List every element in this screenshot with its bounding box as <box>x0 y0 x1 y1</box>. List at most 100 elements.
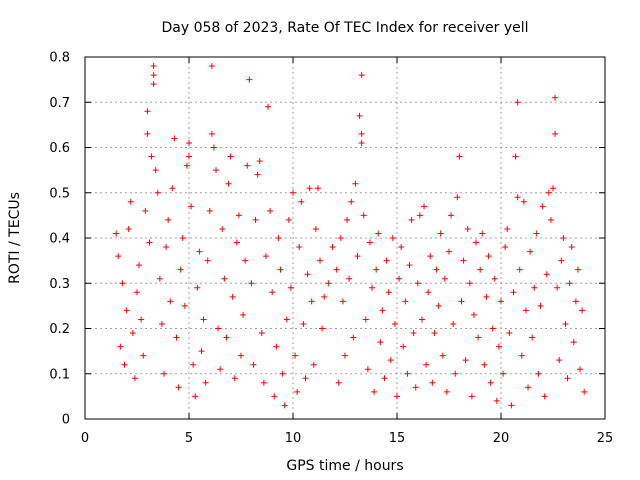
x-tick-label: 5 <box>185 431 193 446</box>
data-point-marker <box>146 239 153 246</box>
data-point-marker <box>206 207 213 214</box>
data-point-marker <box>389 235 396 241</box>
data-point-marker <box>325 280 332 287</box>
x-axis-label: GPS time / hours <box>286 458 403 474</box>
data-point-marker <box>285 216 292 223</box>
data-point-marker <box>381 375 388 382</box>
x-tick-label: 20 <box>493 431 510 446</box>
data-point-marker <box>431 330 438 337</box>
data-point-marker <box>568 244 575 251</box>
data-point-marker <box>362 316 369 323</box>
data-point-marker <box>408 216 415 223</box>
y-tick-label: 0.8 <box>49 51 70 66</box>
data-point-marker <box>504 225 511 232</box>
data-point-marker <box>441 275 448 282</box>
data-point-marker <box>383 257 390 264</box>
data-point-marker <box>402 298 409 305</box>
data-point-marker <box>312 225 319 232</box>
data-point-marker <box>416 212 423 219</box>
data-point-marker <box>223 334 230 341</box>
data-point-marker <box>435 302 442 309</box>
data-point-marker <box>500 370 507 377</box>
data-point-marker <box>227 153 234 160</box>
data-markers <box>113 63 588 409</box>
data-point-marker <box>462 357 469 364</box>
data-point-marker <box>577 366 584 373</box>
data-point-marker <box>319 325 326 332</box>
data-point-marker <box>552 130 559 137</box>
data-point-marker <box>564 375 571 382</box>
data-point-marker <box>468 393 475 400</box>
data-point-marker <box>379 307 386 314</box>
data-point-marker <box>306 185 313 192</box>
data-point-marker <box>175 384 182 391</box>
data-point-marker <box>406 262 413 269</box>
data-point-marker <box>260 379 267 386</box>
data-point-marker <box>129 330 136 337</box>
data-point-marker <box>192 393 199 400</box>
data-point-marker <box>314 185 321 192</box>
data-point-marker <box>200 316 207 323</box>
data-point-marker <box>154 189 161 196</box>
data-point-marker <box>421 203 428 210</box>
data-point-marker <box>400 343 407 350</box>
data-point-marker <box>485 253 492 260</box>
data-point-marker <box>167 298 174 305</box>
axis-ticks <box>84 56 606 420</box>
data-point-marker <box>310 361 317 368</box>
data-point-marker <box>483 293 490 300</box>
data-point-marker <box>498 298 504 305</box>
data-point-marker <box>190 361 197 368</box>
data-point-marker <box>450 320 457 327</box>
data-point-marker <box>541 393 548 400</box>
x-tick-label: 25 <box>597 431 614 446</box>
data-point-marker <box>412 384 419 391</box>
data-point-marker <box>385 289 392 296</box>
data-point-marker <box>547 216 554 223</box>
data-point-marker <box>144 108 151 115</box>
data-point-marker <box>269 289 276 296</box>
data-point-marker <box>491 275 498 282</box>
data-point-marker <box>477 266 484 273</box>
data-point-marker <box>119 280 126 287</box>
data-point-marker <box>566 280 573 287</box>
data-point-marker <box>198 348 205 355</box>
data-point-marker <box>522 307 529 314</box>
data-point-marker <box>208 130 215 137</box>
data-point-marker <box>131 375 138 382</box>
data-point-marker <box>554 284 561 291</box>
data-point-marker <box>358 130 365 137</box>
data-point-marker <box>240 311 247 318</box>
data-point-marker <box>456 153 463 160</box>
y-tick-label: 0.3 <box>49 277 70 292</box>
data-point-marker <box>335 379 342 386</box>
data-point-marker <box>446 248 452 255</box>
data-point-marker <box>186 139 192 146</box>
data-point-marker <box>173 334 180 341</box>
data-point-marker <box>233 239 240 246</box>
data-point-marker <box>525 384 532 391</box>
data-point-marker <box>366 239 373 246</box>
data-point-marker <box>520 198 527 205</box>
data-point-marker <box>142 207 149 214</box>
data-point-marker <box>437 230 444 237</box>
data-point-marker <box>364 366 371 373</box>
data-point-marker <box>231 375 238 382</box>
data-point-marker <box>144 130 151 137</box>
data-point-marker <box>281 402 288 409</box>
data-point-marker <box>181 302 188 309</box>
data-point-marker <box>414 280 421 287</box>
data-point-marker <box>560 235 567 241</box>
data-point-marker <box>219 225 226 232</box>
chart-title: Day 058 of 2023, Rate Of TEC Index for r… <box>161 20 528 36</box>
x-tick-label: 15 <box>389 431 406 446</box>
data-point-marker <box>514 99 521 106</box>
data-point-marker <box>475 334 482 341</box>
data-point-marker <box>479 230 486 237</box>
data-point-marker <box>443 388 450 395</box>
data-point-marker <box>317 257 324 264</box>
data-point-marker <box>360 212 367 219</box>
data-point-marker <box>115 253 122 260</box>
data-point-marker <box>396 275 403 282</box>
